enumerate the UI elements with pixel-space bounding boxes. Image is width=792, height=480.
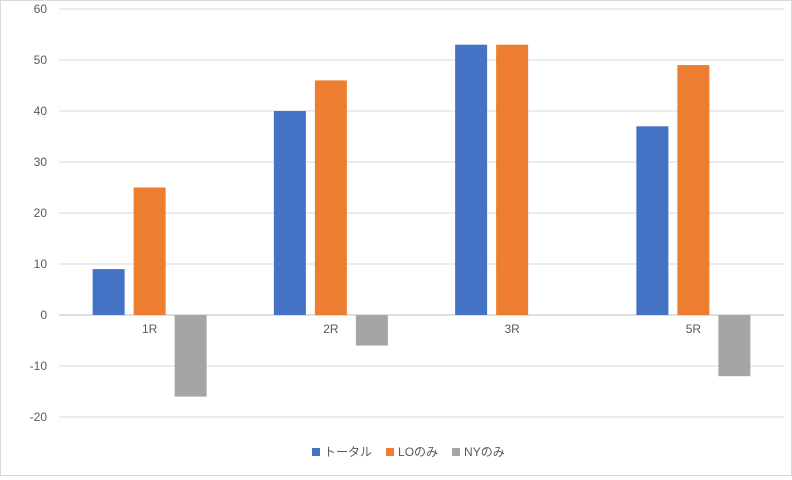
bar-3r-series-0 bbox=[455, 44, 488, 315]
bar-1r-series-0 bbox=[92, 269, 125, 315]
bar-2r-series-2 bbox=[355, 315, 388, 346]
bars bbox=[92, 44, 751, 397]
bar-5r-series-0 bbox=[636, 126, 669, 315]
y-tick-label: 10 bbox=[34, 257, 48, 271]
y-tick-label: 60 bbox=[34, 2, 48, 16]
bar-2r-series-0 bbox=[273, 111, 306, 315]
legend-label: NYのみ bbox=[464, 445, 505, 459]
legend-swatch bbox=[386, 448, 395, 456]
y-tick-label: -20 bbox=[30, 410, 48, 424]
bar-5r-series-2 bbox=[718, 315, 751, 377]
bar-2r-series-1 bbox=[314, 80, 347, 316]
y-tick-label: 20 bbox=[34, 206, 48, 220]
bar-5r-series-1 bbox=[677, 65, 710, 315]
bar-1r-series-2 bbox=[174, 315, 207, 397]
category-label: 1R bbox=[142, 322, 158, 336]
y-tick-label: 0 bbox=[40, 308, 47, 322]
bar-1r-series-1 bbox=[133, 187, 166, 315]
legend-label: トータル bbox=[324, 445, 372, 459]
category-label: 5R bbox=[686, 322, 702, 336]
category-label: 2R bbox=[323, 322, 339, 336]
bar-3r-series-1 bbox=[496, 44, 529, 315]
gridlines bbox=[59, 8, 784, 418]
y-tick-label: -10 bbox=[30, 359, 48, 373]
legend-swatch bbox=[452, 448, 461, 456]
legend-label: LOのみ bbox=[398, 445, 438, 459]
y-tick-label: 40 bbox=[34, 104, 48, 118]
category-label: 3R bbox=[504, 322, 520, 336]
legend-swatch bbox=[312, 448, 320, 456]
y-tick-label: 30 bbox=[34, 155, 48, 169]
category-labels: 1R 2R 3R 5R bbox=[142, 322, 701, 336]
y-axis-ticks: 60 50 40 30 20 10 0 -10 -20 bbox=[30, 2, 48, 424]
y-tick-label: 50 bbox=[34, 53, 48, 67]
legend: トータル LOのみ NYのみ bbox=[312, 445, 505, 459]
